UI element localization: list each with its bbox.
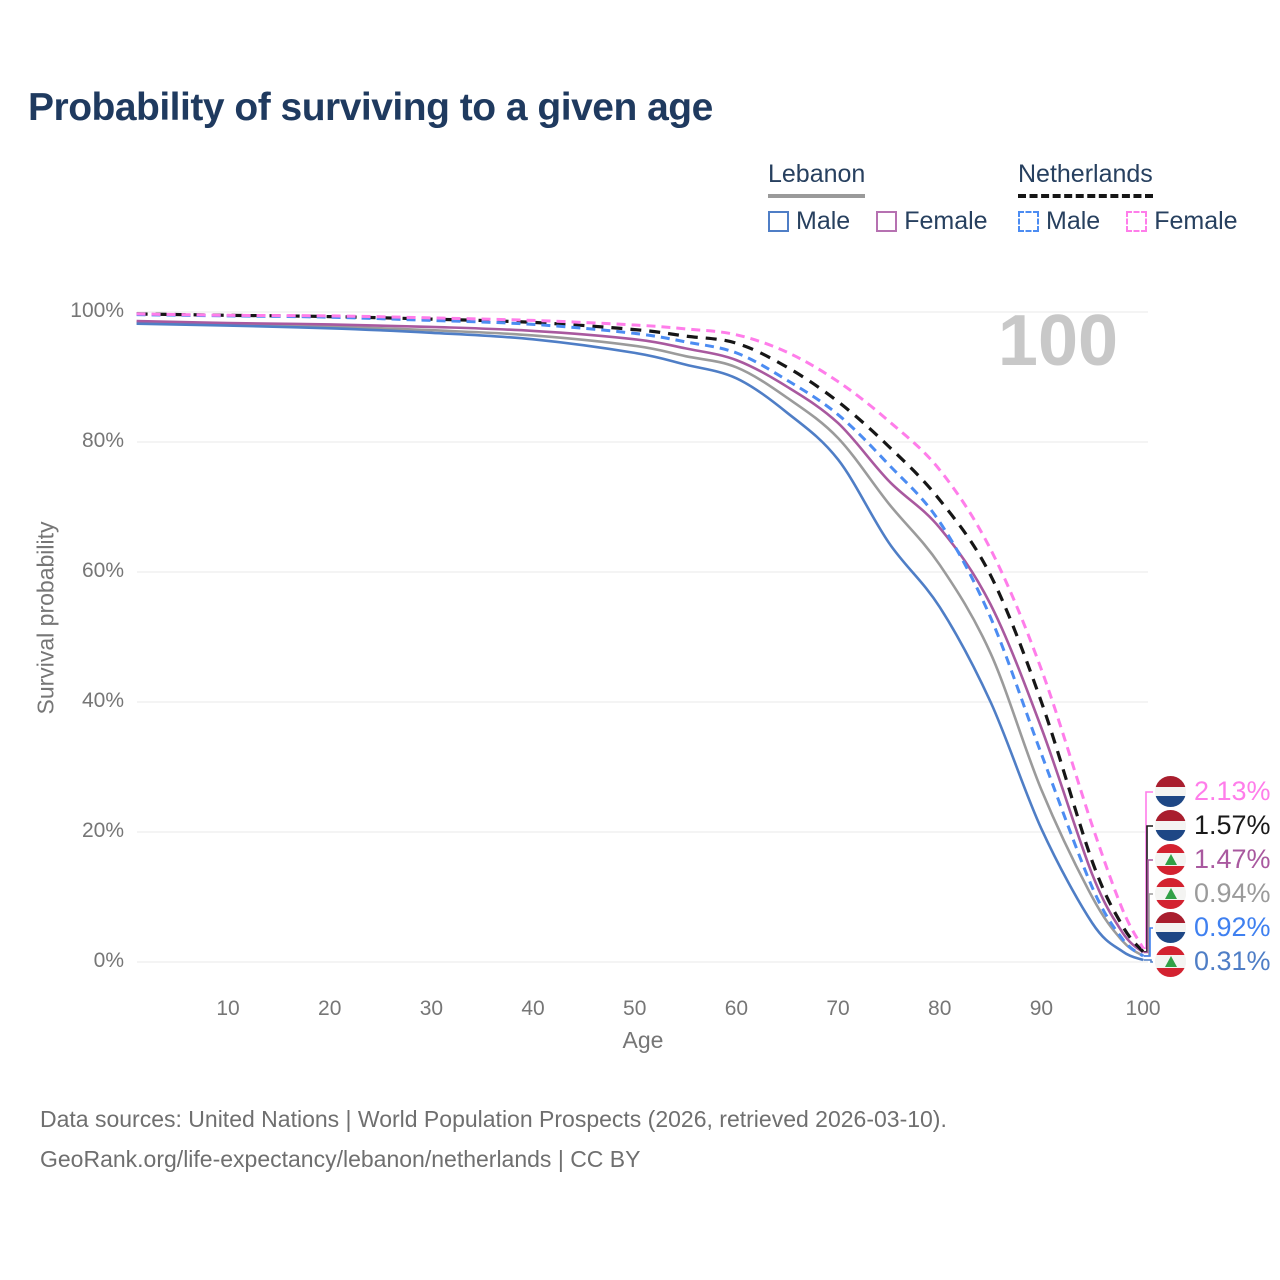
x-tick-label: 40 (521, 997, 545, 1020)
end-label-row: 2.13% (1155, 776, 1271, 807)
footer-source-line: Data sources: United Nations | World Pop… (40, 1106, 947, 1132)
legend-country-netherlands: Netherlands (1018, 160, 1153, 198)
legend-item-label: Male (796, 207, 851, 235)
x-tick-label: 30 (419, 997, 444, 1020)
legend-item-netherlands-female[interactable]: Female (1126, 207, 1238, 236)
end-label-value: 2.13% (1194, 776, 1271, 806)
end-label-value: 1.57% (1194, 810, 1271, 840)
x-tick-label: 80 (928, 997, 952, 1020)
end-label-row: 0.31% (1155, 946, 1271, 977)
legend-item-label: Male (1046, 207, 1101, 235)
legend-item-netherlands-male[interactable]: Male (1018, 207, 1100, 236)
flag-lebanon-icon (1155, 878, 1186, 909)
y-tick-label: 0% (93, 949, 124, 972)
page-title: Probability of surviving to a given age (28, 86, 713, 129)
end-label-value: 0.92% (1194, 912, 1271, 942)
end-label-leader-line (1143, 893, 1153, 957)
footer-attribution-line: GeoRank.org/life-expectancy/lebanon/neth… (40, 1146, 641, 1172)
flag-netherlands-icon (1155, 810, 1186, 841)
x-tick-label: 70 (826, 997, 850, 1020)
legend-item-lebanon-female[interactable]: Female (876, 207, 988, 236)
x-axis-title: Age (622, 1027, 664, 1053)
legend-group-lebanon: Lebanon Male Female (768, 160, 988, 236)
series-line-lebanon (136, 321, 1144, 957)
end-label-leader-line (1143, 927, 1153, 957)
y-tick-label: 20% (81, 819, 124, 842)
age-watermark: 100 (997, 301, 1119, 381)
y-tick-label: 100% (70, 299, 124, 322)
series-line-netherlands-male (136, 313, 1145, 958)
end-label-value: 0.31% (1194, 946, 1271, 976)
flag-lebanon-icon (1155, 844, 1186, 875)
flag-netherlands-icon (1155, 912, 1186, 943)
y-tick-label: 80% (81, 429, 124, 452)
end-label-value: 0.94% (1194, 878, 1271, 908)
series-line-lebanon-male (136, 322, 1144, 962)
legend-item-lebanon-male[interactable]: Male (768, 207, 850, 236)
netherlands-male-swatch-icon (1018, 211, 1039, 232)
x-tick-label: 90 (1029, 997, 1054, 1020)
series-line-netherlands (136, 312, 1145, 953)
legend-item-label: Female (904, 207, 988, 235)
lebanon-female-swatch-icon (876, 211, 898, 232)
flag-netherlands-icon (1155, 776, 1186, 807)
series-line-lebanon-female (136, 319, 1144, 954)
x-tick-label: 10 (216, 997, 240, 1020)
flag-lebanon-icon (1155, 946, 1186, 977)
end-label-leader-line (1143, 859, 1153, 954)
end-label-leader-line (1143, 791, 1153, 949)
legend-item-label: Female (1154, 207, 1238, 235)
netherlands-female-swatch-icon (1126, 211, 1148, 232)
series-line-netherlands-female (136, 312, 1145, 949)
x-tick-label: 60 (724, 997, 749, 1020)
end-label-row: 0.94% (1155, 878, 1271, 909)
end-label-value: 1.47% (1194, 844, 1271, 874)
x-tick-label: 100 (1125, 997, 1161, 1020)
y-tick-label: 60% (81, 559, 124, 582)
x-tick-label: 50 (623, 997, 647, 1020)
lebanon-male-swatch-icon (768, 211, 789, 232)
legend-country-lebanon: Lebanon (768, 160, 866, 198)
legend-group-netherlands: Netherlands Male Female (1018, 160, 1238, 236)
end-label-row: 0.92% (1155, 912, 1271, 943)
end-label-leader-line (1143, 959, 1153, 963)
end-label-row: 1.57% (1155, 810, 1271, 841)
x-tick-label: 20 (318, 997, 342, 1020)
y-tick-label: 40% (81, 689, 124, 712)
y-axis-title: Survival probability (32, 521, 59, 715)
end-label-row: 1.47% (1155, 844, 1271, 875)
